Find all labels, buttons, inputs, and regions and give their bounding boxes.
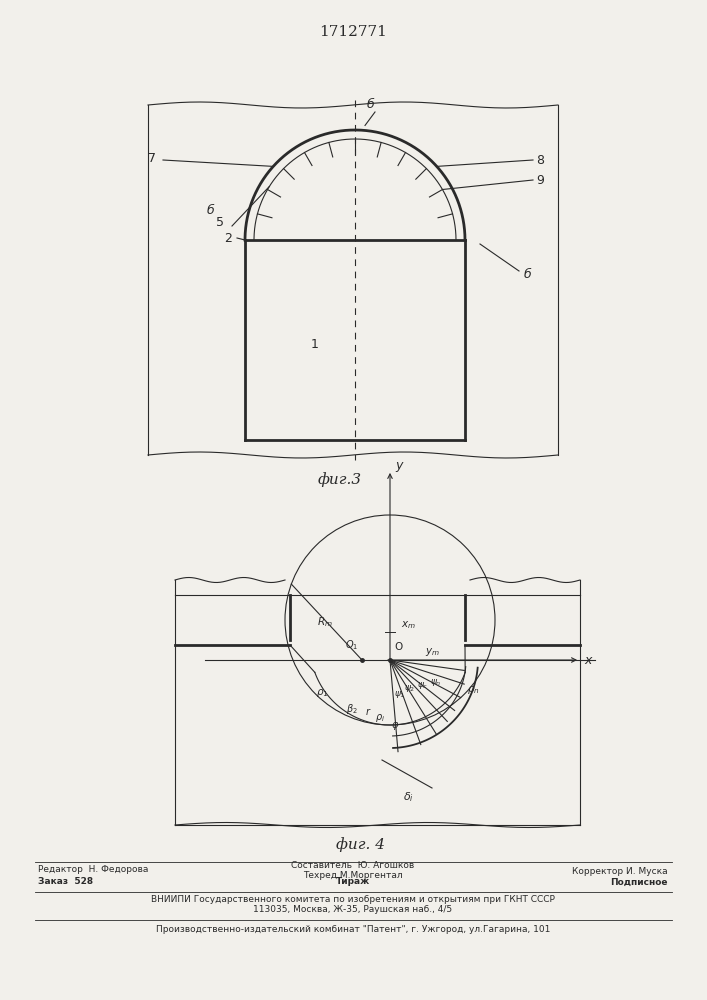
Text: $\delta_i$: $\delta_i$	[402, 790, 414, 804]
Text: б: б	[366, 99, 374, 111]
Text: ВНИИПИ Государственного комитета по изобретениям и открытиям при ГКНТ СССР: ВНИИПИ Государственного комитета по изоб…	[151, 896, 555, 904]
Text: Корректор И. Муска: Корректор И. Муска	[573, 866, 668, 876]
Text: б: б	[523, 268, 531, 282]
Text: 113035, Москва, Ж-35, Раушская наб., 4/5: 113035, Москва, Ж-35, Раушская наб., 4/5	[253, 904, 452, 914]
Text: фиг.3: фиг.3	[318, 473, 362, 487]
Text: $\varphi$: $\varphi$	[391, 720, 399, 732]
Text: y: y	[395, 458, 402, 472]
Text: Редактор  Н. Федорова: Редактор Н. Федорова	[38, 865, 148, 874]
Text: $\rho_i$: $\rho_i$	[375, 712, 385, 724]
Text: Техред М.Моргентал: Техред М.Моргентал	[303, 871, 403, 880]
Text: Составитель  Ю. Агошков: Составитель Ю. Агошков	[291, 861, 414, 870]
Text: $y_m$: $y_m$	[424, 646, 440, 658]
Text: 1: 1	[311, 338, 319, 352]
Text: $\rho_1$: $\rho_1$	[316, 687, 328, 699]
Text: x: x	[584, 654, 592, 666]
Text: $R_m$: $R_m$	[317, 615, 333, 629]
Text: 8: 8	[536, 153, 544, 166]
Text: 9: 9	[536, 174, 544, 186]
Text: 5: 5	[216, 216, 224, 229]
Text: $\psi_n$: $\psi_n$	[431, 677, 442, 688]
Text: 1712771: 1712771	[319, 25, 387, 39]
Text: Производственно-издательский комбинат "Патент", г. Ужгород, ул.Гагарина, 101: Производственно-издательский комбинат "П…	[156, 926, 550, 934]
Text: Заказ  528: Заказ 528	[38, 878, 93, 886]
Text: б: б	[206, 204, 214, 217]
Text: 2: 2	[224, 232, 232, 244]
Text: $\psi_1$: $\psi_1$	[395, 689, 406, 700]
Text: $\psi_2$: $\psi_2$	[404, 683, 416, 694]
Text: $\psi_c$: $\psi_c$	[417, 680, 428, 691]
Text: O: O	[394, 642, 402, 652]
Text: фиг. 4: фиг. 4	[336, 838, 385, 852]
Text: $\beta_2$: $\beta_2$	[346, 702, 358, 716]
Text: $O_1$: $O_1$	[345, 638, 358, 652]
Text: $x_m$: $x_m$	[401, 619, 416, 631]
Text: $r$: $r$	[365, 706, 371, 717]
Text: Тираж: Тираж	[336, 878, 370, 886]
Text: Подписное: Подписное	[611, 878, 668, 886]
Text: 7: 7	[148, 151, 156, 164]
Text: $\rho_n$: $\rho_n$	[467, 684, 479, 696]
